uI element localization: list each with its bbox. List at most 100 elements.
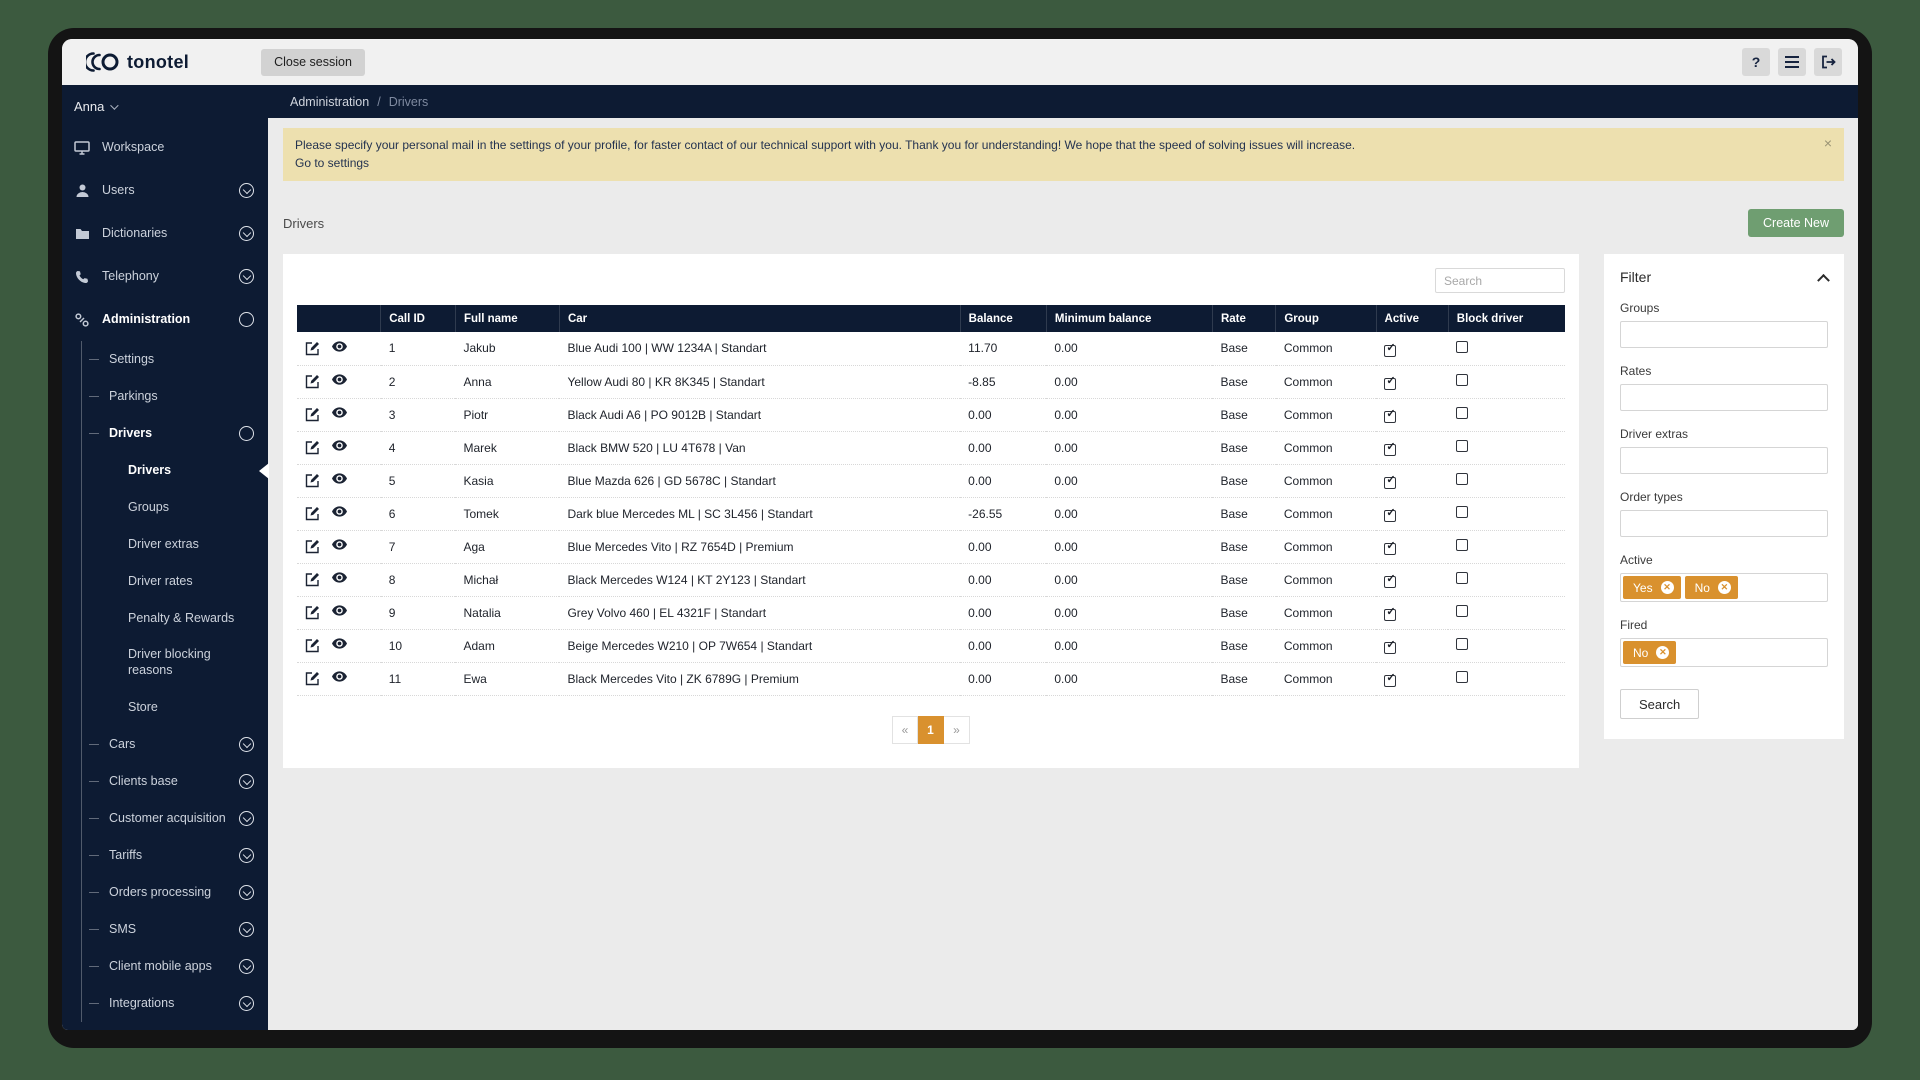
active-checkbox[interactable] [1384,344,1397,357]
expand-circle-icon[interactable] [239,885,254,900]
edit-icon[interactable] [305,572,320,587]
sidebar-item-sms[interactable]: SMS [82,911,268,948]
sidebar-item-drivers[interactable]: Drivers [82,415,268,452]
expand-circle-icon[interactable] [239,811,254,826]
expand-circle-icon[interactable] [239,183,254,198]
edit-icon[interactable] [305,539,320,554]
active-checkbox[interactable] [1384,542,1397,555]
expand-circle-icon[interactable] [239,848,254,863]
pagination-prev[interactable]: « [892,715,918,744]
expand-circle-icon[interactable] [239,996,254,1011]
help-button[interactable]: ? [1742,48,1770,76]
block-driver-checkbox[interactable] [1456,374,1469,386]
sidebar-item-cars[interactable]: Cars [82,726,268,763]
pagination-next[interactable]: » [944,715,970,744]
active-checkbox[interactable] [1384,410,1397,423]
sidebar-item-clients-base[interactable]: Clients base [82,763,268,800]
view-icon[interactable] [332,440,347,455]
view-icon[interactable] [332,572,347,587]
user-menu[interactable]: Anna [62,95,268,126]
block-driver-checkbox[interactable] [1456,671,1469,683]
filter-field-order-types[interactable] [1620,510,1828,537]
edit-icon[interactable] [305,341,320,356]
breadcrumb-parent[interactable]: Administration [290,94,370,109]
search-input[interactable] [1435,268,1565,293]
edit-icon[interactable] [305,638,320,653]
active-checkbox[interactable] [1384,608,1397,621]
active-checkbox[interactable] [1384,674,1397,687]
filter-field-groups[interactable] [1620,321,1828,348]
edit-icon[interactable] [305,671,320,686]
filter-input-groups[interactable] [1623,324,1825,345]
sidebar-item-tariffs[interactable]: Tariffs [82,837,268,874]
filter-input-order-types[interactable] [1623,513,1825,534]
expand-circle-icon[interactable] [239,959,254,974]
pagination-page-1[interactable]: 1 [918,715,944,744]
edit-icon[interactable] [305,407,320,422]
active-checkbox[interactable] [1384,641,1397,654]
edit-icon[interactable] [305,374,320,389]
sidebar-item-driver-extras[interactable]: Driver extras [82,526,268,563]
filter-search-button[interactable]: Search [1620,689,1700,719]
block-driver-checkbox[interactable] [1456,506,1469,518]
sidebar-item-dictionaries[interactable]: Dictionaries [62,212,268,255]
view-icon[interactable] [332,341,347,356]
sidebar-item-orders-processing[interactable]: Orders processing [82,874,268,911]
remove-tag-icon[interactable]: ✕ [1717,581,1731,594]
edit-icon[interactable] [305,506,320,521]
view-icon[interactable] [332,671,347,686]
active-checkbox[interactable] [1384,509,1397,522]
go-to-settings-link[interactable]: Go to settings [295,156,370,170]
sidebar-item-driver-rates[interactable]: Driver rates [82,563,268,600]
sidebar-item-store[interactable]: Store [82,689,268,726]
close-session-button[interactable]: Close session [261,48,365,76]
sidebar-item-users[interactable]: Users [62,169,268,212]
block-driver-checkbox[interactable] [1456,638,1469,650]
expand-circle-icon[interactable] [239,269,254,284]
sidebar-item-client-mobile-apps[interactable]: Client mobile apps [82,948,268,985]
view-icon[interactable] [332,473,347,488]
view-icon[interactable] [332,407,347,422]
block-driver-checkbox[interactable] [1456,340,1469,353]
expanded-circle-icon[interactable] [239,312,254,327]
sidebar-item-settings[interactable]: Settings [82,341,268,378]
block-driver-checkbox[interactable] [1456,440,1469,452]
sidebar-item-telephony[interactable]: Telephony [62,255,268,298]
sidebar-item-groups[interactable]: Groups [82,489,268,526]
create-new-button[interactable]: Create New [1748,209,1844,237]
view-icon[interactable] [332,506,347,521]
sidebar-item-integrations[interactable]: Integrations [82,985,268,1022]
banner-close-icon[interactable]: × [1823,135,1832,151]
menu-button[interactable] [1778,48,1806,76]
filter-input-driver-extras[interactable] [1623,450,1825,471]
remove-tag-icon[interactable]: ✕ [1656,646,1670,659]
filter-field-active[interactable]: Yes ✕ No ✕ [1620,573,1828,602]
expanded-circle-icon[interactable] [239,426,254,441]
filter-field-rates[interactable] [1620,384,1828,411]
expand-circle-icon[interactable] [239,226,254,241]
view-icon[interactable] [332,539,347,554]
active-checkbox[interactable] [1384,443,1397,456]
sidebar-item-drivers[interactable]: Drivers [82,452,268,489]
active-checkbox[interactable] [1384,476,1397,489]
edit-icon[interactable] [305,605,320,620]
sidebar-item-penalty-rewards[interactable]: Penalty & Rewards [82,600,268,637]
filter-input-rates[interactable] [1623,387,1825,408]
block-driver-checkbox[interactable] [1456,407,1469,419]
active-checkbox[interactable] [1384,377,1397,390]
collapse-filter-icon[interactable] [1817,273,1830,287]
block-driver-checkbox[interactable] [1456,539,1469,551]
expand-circle-icon[interactable] [239,737,254,752]
expand-circle-icon[interactable] [239,774,254,789]
edit-icon[interactable] [305,440,320,455]
sidebar-item-customer-acquisition[interactable]: Customer acquisition [82,800,268,837]
logout-button[interactable] [1814,48,1842,76]
sidebar-item-driver-blocking-reasons[interactable]: Driver blocking reasons [82,637,268,689]
filter-field-fired[interactable]: No ✕ [1620,638,1828,667]
block-driver-checkbox[interactable] [1456,572,1469,584]
block-driver-checkbox[interactable] [1456,473,1469,485]
sidebar-item-workspace[interactable]: Workspace [62,126,268,169]
view-icon[interactable] [332,605,347,620]
expand-circle-icon[interactable] [239,922,254,937]
active-checkbox[interactable] [1384,575,1397,588]
